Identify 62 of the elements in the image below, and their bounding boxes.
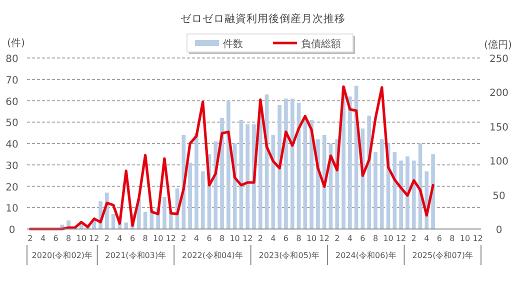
y-tick-label: 70	[6, 75, 18, 86]
y-tick-label: 10	[6, 204, 18, 215]
y-tick-label: 80	[6, 54, 18, 65]
y2-axis-title: (億円)	[484, 39, 512, 51]
legend-label: 負債総額	[301, 38, 341, 50]
text: 2020(令和02)年	[32, 251, 93, 260]
text: 2021(令和03)年	[105, 251, 166, 260]
x-tick-label: 12	[166, 234, 176, 243]
x-tick-label: 2	[258, 234, 263, 243]
text: 2024(令和06)年	[336, 251, 396, 260]
x-tick-label: 10	[383, 234, 394, 243]
x-tick-label: 2	[181, 234, 186, 243]
chart-title: ゼロゼロ融資利用後倒産月次推移	[180, 12, 346, 25]
x-tick-label: 6	[130, 234, 136, 243]
x-tick-label: 4	[424, 234, 430, 243]
y2-tick-label: 200	[489, 88, 509, 100]
x-tick-label: 2	[104, 234, 110, 243]
x-tick-label: 10	[306, 234, 317, 243]
x-tick-label: 6	[206, 234, 212, 243]
text: 2023(令和05)年	[258, 251, 320, 260]
y2-tick-label: 0	[496, 225, 502, 236]
y-tick-label: 0	[8, 225, 16, 236]
x-tick-label: 8	[219, 234, 225, 243]
x-tick-label: 2	[411, 234, 416, 243]
x-tick-label: 8	[372, 234, 378, 243]
x-tick-label: 12	[319, 234, 330, 243]
text: 2022(令和04)年	[182, 251, 243, 260]
legend-label: 件数	[223, 39, 243, 50]
y-axis-title: (件)	[7, 38, 25, 49]
x-tick-label: 4	[270, 234, 276, 243]
x-tick-label: 6	[436, 234, 442, 243]
y-tick-label: 30	[6, 160, 18, 172]
x-tick-label: 10	[76, 234, 86, 243]
y2-tick-label: 250	[489, 54, 509, 65]
y-tick-label: 50	[6, 118, 18, 130]
y2-tick-label: 50	[492, 190, 506, 202]
x-tick-label: 12	[89, 234, 100, 243]
text: 2025(令和07)年	[412, 251, 474, 260]
x-tick-label: 10	[152, 234, 164, 243]
y-tick-label: 60	[6, 96, 18, 108]
x-tick-label: 4	[117, 234, 122, 243]
x-tick-label: 12	[472, 234, 483, 243]
x-tick-label: 8	[450, 234, 455, 243]
y2-tick-label: 100	[489, 156, 509, 168]
x-tick-label: 4	[347, 234, 352, 243]
x-tick-label: 8	[66, 234, 72, 243]
x-tick-label: 12	[242, 234, 253, 243]
x-tick-label: 10	[460, 234, 470, 243]
x-tick-label: 6	[360, 234, 366, 243]
x-tick-label: 6	[53, 234, 58, 243]
x-tick-label: 2	[28, 234, 33, 243]
x-tick-label: 4	[40, 234, 46, 243]
x-tick-label: 2	[334, 234, 340, 243]
y-tick-label: 20	[6, 182, 18, 194]
x-tick-label: 8	[142, 234, 148, 243]
x-tick-label: 6	[283, 234, 289, 243]
y-tick-label: 40	[6, 140, 18, 150]
x-tick-label: 4	[194, 234, 199, 243]
y2-tick-label: 150	[489, 122, 509, 134]
x-tick-label: 12	[396, 234, 406, 243]
x-tick-label: 8	[296, 234, 302, 243]
x-tick-label: 10	[230, 234, 240, 243]
